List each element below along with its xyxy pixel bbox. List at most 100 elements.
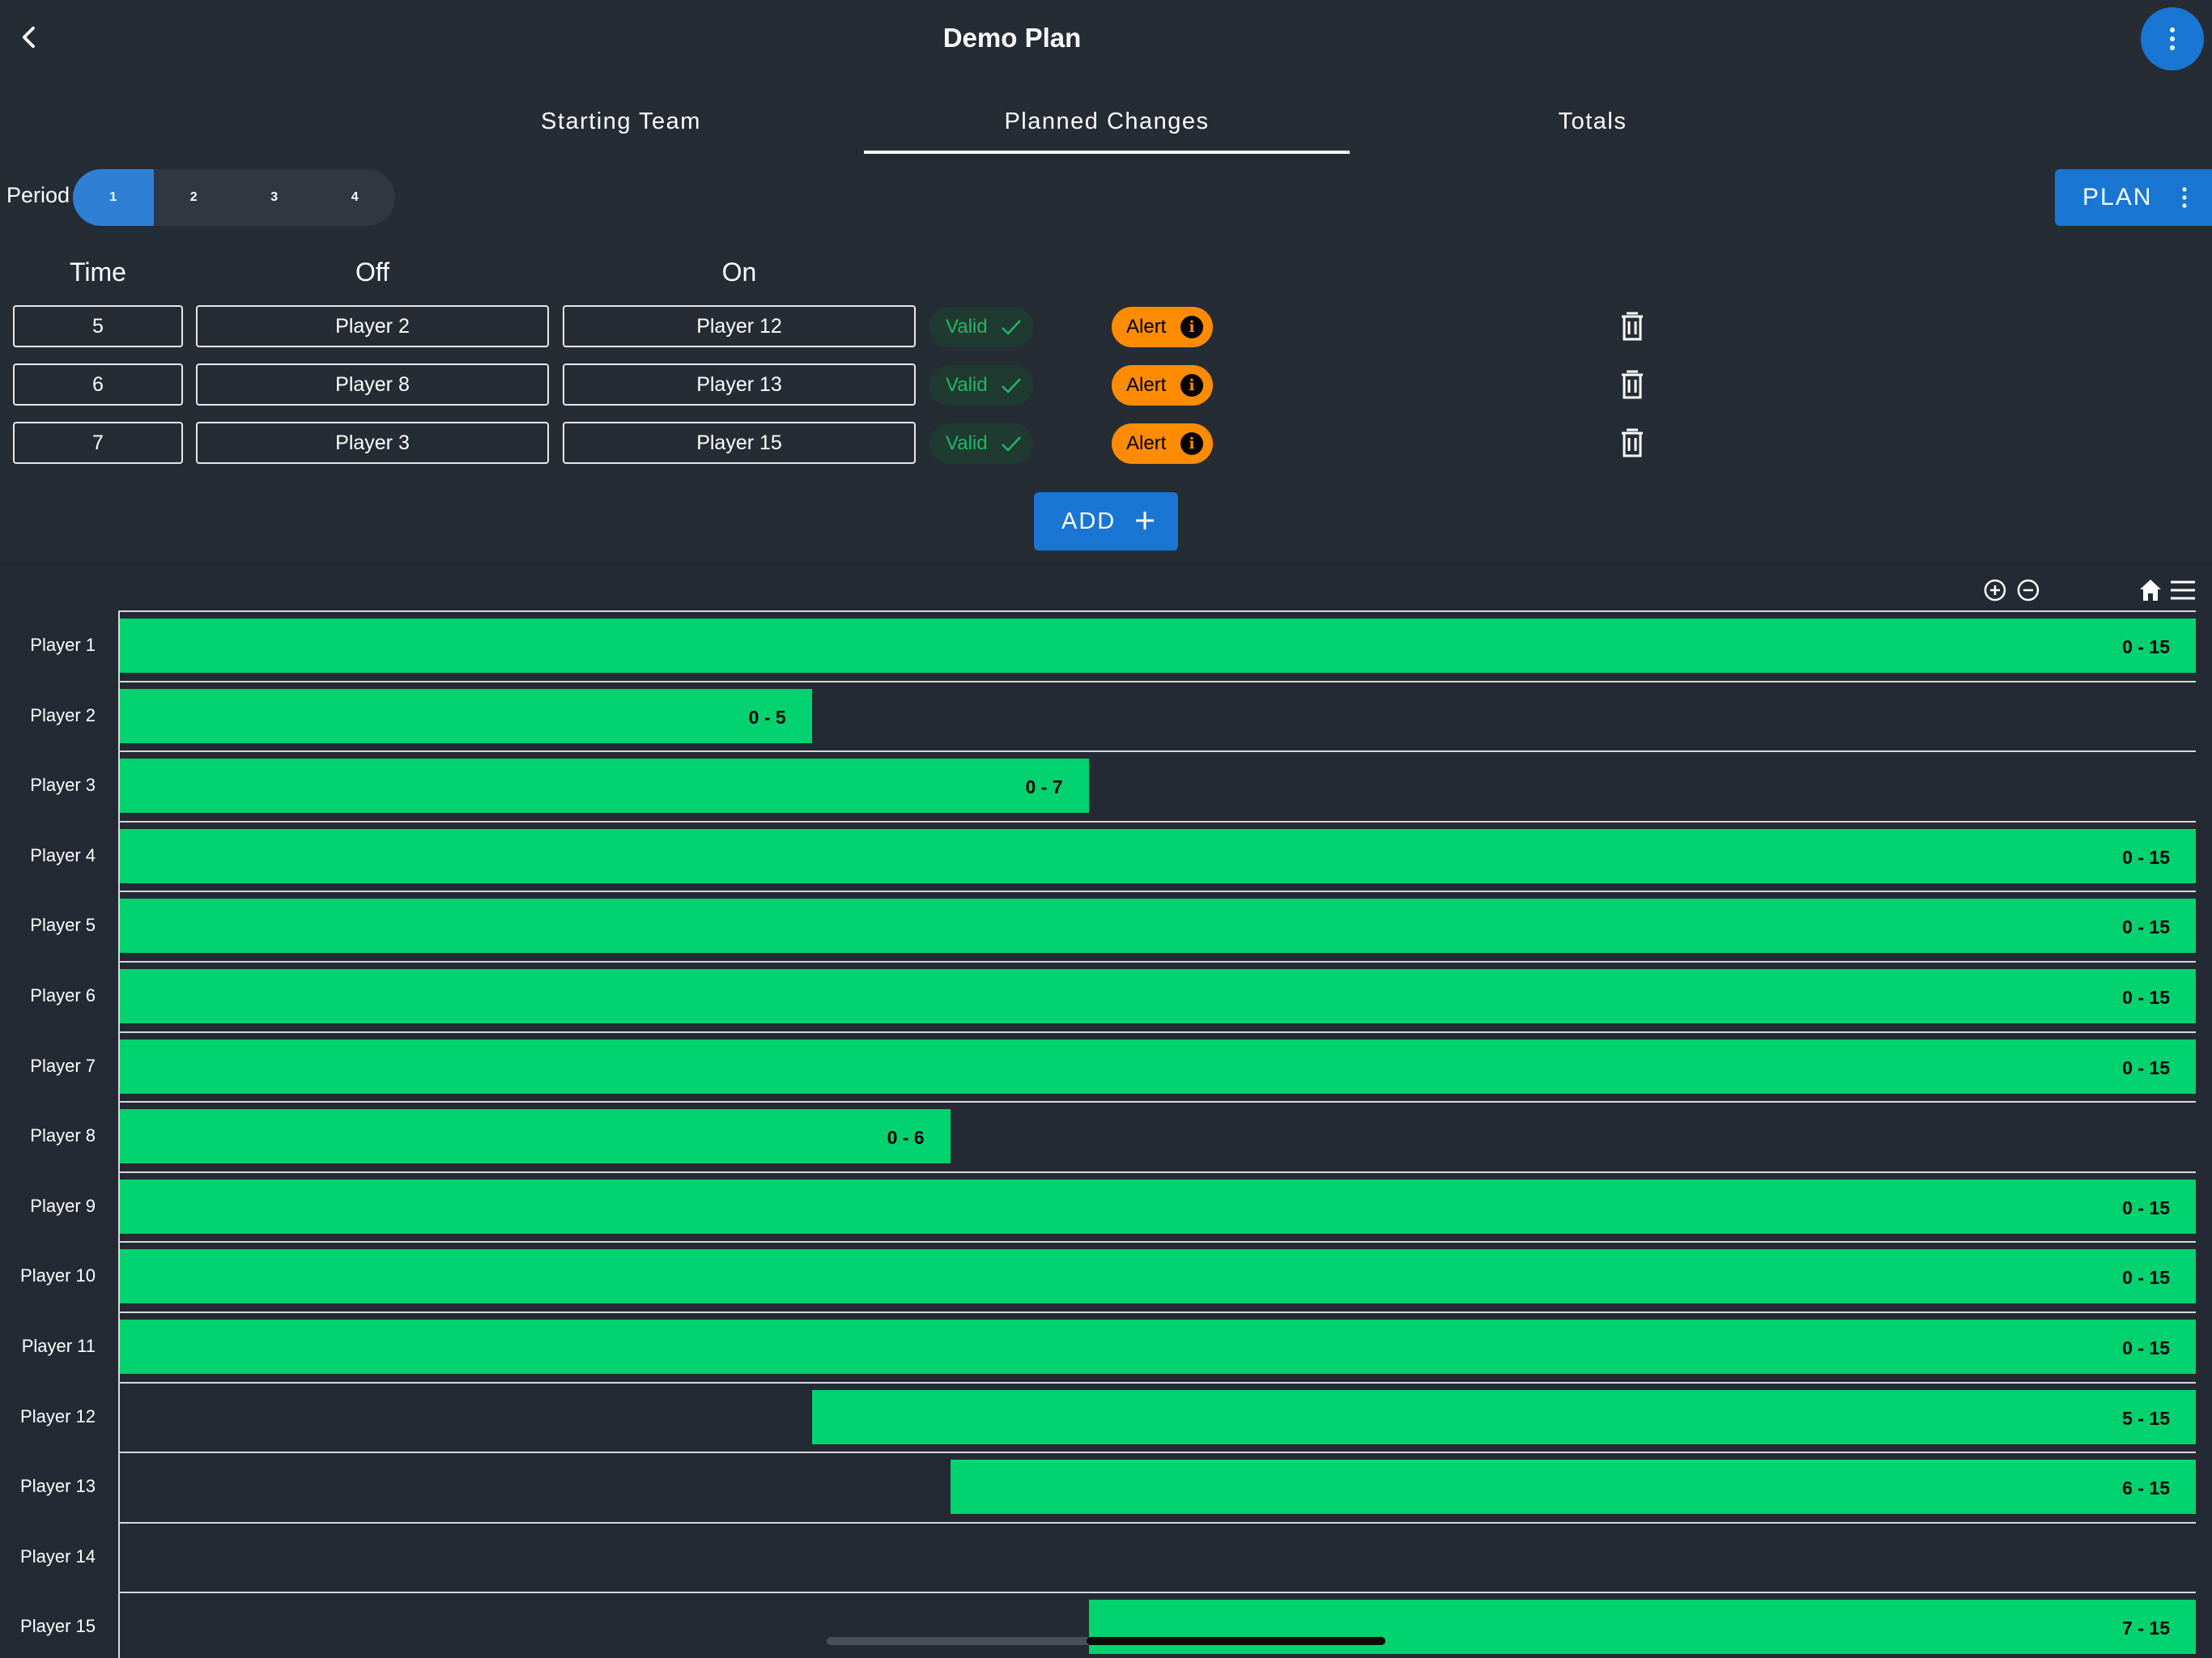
alert-chip[interactable]: Alert i — [1112, 423, 1213, 464]
chart-bar-label: 7 - 15 — [2122, 1618, 2170, 1639]
chart-bar-label: 0 - 15 — [2122, 1267, 2170, 1289]
chart-bar[interactable] — [120, 688, 812, 743]
chart-bar[interactable] — [811, 1389, 2196, 1444]
delete-icon[interactable] — [1616, 368, 1648, 401]
chart-row-gridline — [118, 1312, 2196, 1313]
chart-row-gridline — [118, 1381, 2196, 1384]
valid-status-label: Valid — [946, 316, 988, 338]
column-header-on: On — [721, 257, 757, 287]
player-off-field[interactable]: Player 2 — [196, 305, 549, 347]
chart-bar-label: 0 - 15 — [2122, 846, 2170, 868]
chart-bar[interactable] — [120, 899, 2196, 954]
period-label: Period — [6, 183, 70, 207]
chart-y-axis — [118, 610, 120, 1658]
tab-starting-team[interactable]: Starting Team — [541, 108, 701, 134]
chart-row-gridline — [118, 610, 2196, 612]
player-on-field[interactable]: Player 13 — [563, 363, 916, 406]
delete-icon[interactable] — [1616, 310, 1648, 342]
delete-icon[interactable] — [1616, 427, 1648, 459]
chart-bar[interactable] — [120, 969, 2196, 1023]
chart-row-gridline — [118, 1241, 2196, 1244]
time-field[interactable]: 5 — [13, 305, 183, 347]
chart-bar-label: 0 - 7 — [1025, 776, 1063, 798]
alert-chip[interactable]: Alert i — [1112, 307, 1213, 347]
chart-row-label: Player 10 — [20, 1265, 96, 1286]
chart-row-gridline — [118, 750, 2196, 753]
chart-row-gridline — [118, 1101, 2196, 1103]
chart-row-gridline — [118, 1452, 2196, 1454]
chart-bar-label: 6 - 15 — [2122, 1477, 2170, 1499]
menu-icon[interactable] — [2170, 579, 2196, 602]
period-option-1[interactable]: 1 — [73, 169, 154, 226]
alert-label: Alert — [1126, 374, 1167, 396]
chart-row-label: Player 2 — [30, 704, 96, 725]
check-icon — [1002, 436, 1021, 452]
chart-row-gridline — [118, 680, 2196, 682]
period-option-3[interactable]: 3 — [270, 190, 279, 204]
chart-bar[interactable] — [120, 1249, 2196, 1304]
chart-row-label: Player 11 — [21, 1336, 96, 1356]
more-vert-icon — [2170, 28, 2175, 50]
plus-icon — [1136, 512, 1154, 529]
info-icon: i — [1180, 432, 1203, 455]
chart-bar[interactable] — [120, 1039, 2196, 1094]
zoom-in-icon[interactable] — [1983, 578, 2007, 602]
plan-button-label: PLAN — [2082, 184, 2153, 210]
chart-bar[interactable] — [120, 619, 2196, 673]
chart-row-gridline — [118, 1521, 2196, 1524]
info-icon: i — [1180, 316, 1203, 338]
chart-row-gridline — [118, 1592, 2196, 1594]
chart-bar-label: 0 - 15 — [2122, 1056, 2170, 1078]
chart-bar[interactable] — [120, 1320, 2196, 1374]
time-field[interactable]: 6 — [13, 363, 183, 406]
chart-row-gridline — [118, 820, 2196, 823]
chart-bar[interactable] — [120, 1109, 951, 1164]
chart-bar-label: 0 - 15 — [2122, 1337, 2170, 1358]
chart-row-gridline — [118, 961, 2196, 963]
chart-row-label: Player 8 — [30, 1125, 96, 1146]
chart-row-label: Player 7 — [30, 1055, 96, 1076]
column-header-time: Time — [70, 257, 126, 287]
period-option-2[interactable]: 2 — [189, 190, 198, 204]
chart-bar[interactable] — [950, 1460, 2196, 1515]
add-change-button[interactable]: ADD — [1034, 492, 1178, 551]
scrollbar-thumb[interactable] — [1087, 1637, 1385, 1645]
info-icon: i — [1180, 374, 1203, 397]
tab-bar: Starting Team Planned Changes Totals — [378, 89, 1836, 154]
chart-bar[interactable] — [120, 759, 1089, 814]
valid-status-chip: Valid — [929, 365, 1033, 406]
time-field[interactable]: 7 — [13, 422, 183, 464]
chart-row-gridline — [118, 1171, 2196, 1173]
tab-planned-changes[interactable]: Planned Changes — [1004, 108, 1210, 134]
player-on-field[interactable]: Player 12 — [563, 305, 916, 347]
more-options-button[interactable] — [2141, 7, 2204, 70]
player-off-field[interactable]: Player 3 — [196, 422, 549, 464]
plan-button[interactable]: PLAN — [2055, 169, 2212, 226]
chart-bar[interactable] — [120, 828, 2196, 883]
player-on-field[interactable]: Player 15 — [563, 422, 916, 464]
active-tab-indicator — [864, 151, 1350, 154]
chart-bar-label: 0 - 15 — [2122, 1197, 2170, 1218]
check-icon — [1002, 320, 1021, 335]
player-off-field[interactable]: Player 8 — [196, 363, 549, 406]
chart-row-gridline — [118, 1031, 2196, 1033]
alert-chip[interactable]: Alert i — [1112, 365, 1213, 406]
period-selector: 1 2 3 4 — [73, 169, 395, 226]
period-option-4[interactable]: 4 — [351, 190, 359, 204]
home-icon[interactable] — [2138, 577, 2163, 603]
tab-totals[interactable]: Totals — [1558, 108, 1627, 134]
chart-row-label: Player 5 — [30, 915, 96, 936]
chart-bar[interactable] — [1088, 1600, 2196, 1655]
chart-row-label: Player 4 — [30, 844, 96, 865]
chart-row-label: Player 3 — [30, 775, 96, 796]
chart-row-label: Player 9 — [30, 1195, 96, 1216]
chart-bar-label: 0 - 15 — [2122, 636, 2170, 657]
chart-bar-label: 0 - 15 — [2122, 987, 2170, 1008]
zoom-out-icon[interactable] — [2016, 578, 2040, 602]
chart-bar-label: 0 - 15 — [2122, 916, 2170, 938]
chart-bar[interactable] — [120, 1179, 2196, 1234]
alert-label: Alert — [1126, 316, 1167, 338]
add-button-label: ADD — [1061, 508, 1117, 534]
back-button[interactable] — [13, 21, 45, 53]
